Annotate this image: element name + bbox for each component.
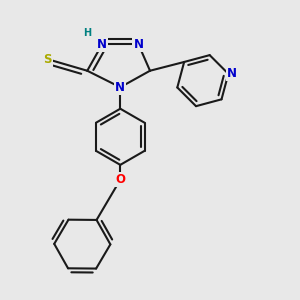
Text: N: N bbox=[97, 38, 107, 51]
Text: O: O bbox=[115, 173, 125, 186]
Text: S: S bbox=[44, 53, 52, 66]
Text: H: H bbox=[83, 28, 91, 38]
Text: N: N bbox=[134, 38, 143, 51]
Text: N: N bbox=[115, 81, 125, 94]
Text: N: N bbox=[227, 67, 237, 80]
